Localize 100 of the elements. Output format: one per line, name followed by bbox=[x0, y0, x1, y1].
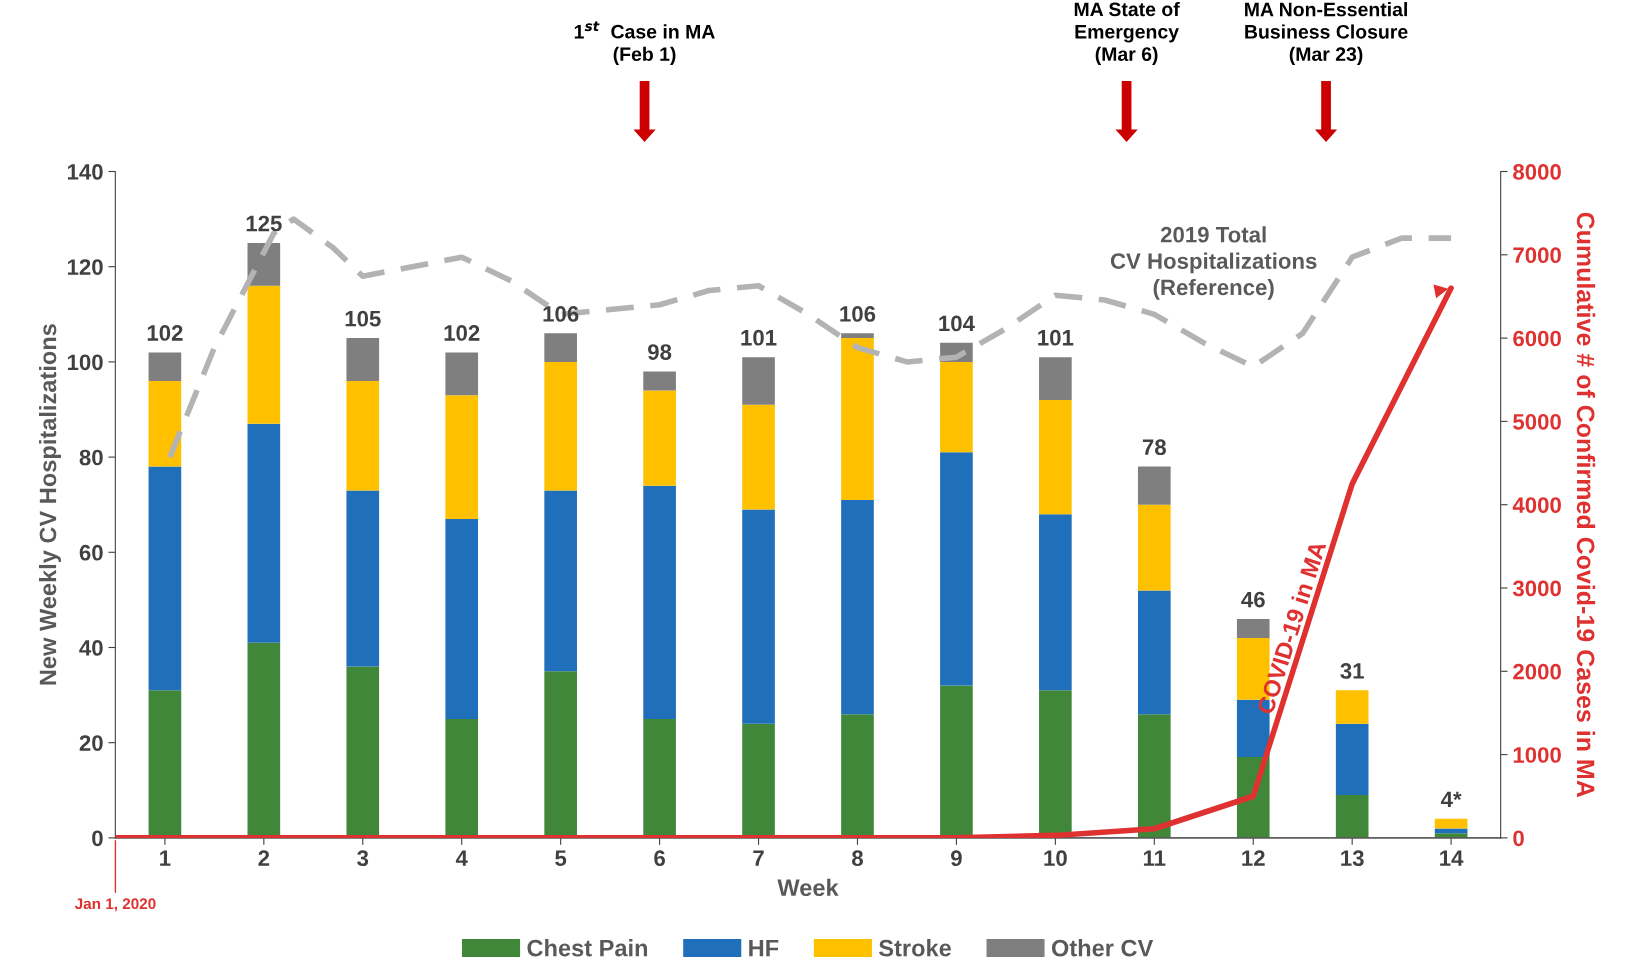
bar bbox=[742, 357, 775, 405]
x-tick-label: 14 bbox=[1440, 850, 1464, 866]
bar bbox=[1039, 514, 1072, 691]
annotation: Jan 1, 2020 bbox=[74, 898, 156, 912]
total-label: 101 bbox=[741, 329, 777, 346]
x-tick-label: 4 bbox=[455, 850, 468, 866]
y2-tick-label: 2000 bbox=[1513, 663, 1561, 680]
bar bbox=[742, 404, 775, 510]
bar bbox=[1137, 504, 1171, 591]
bar bbox=[1335, 795, 1369, 838]
x-tick-label: 6 bbox=[654, 850, 665, 867]
y-tick-label: 0 bbox=[92, 830, 103, 847]
bar bbox=[1137, 590, 1171, 715]
total-label: 46 bbox=[1241, 591, 1265, 608]
total-label: 31 bbox=[1340, 663, 1364, 679]
y2-tick-label: 6000 bbox=[1513, 330, 1561, 347]
bar bbox=[742, 509, 775, 724]
y-tick-label: 140 bbox=[67, 164, 103, 180]
bar bbox=[544, 490, 577, 672]
text: MA Non-Essential Business Closure (Mar 23) bbox=[1245, 2, 1408, 65]
x-tick-label: 5 bbox=[555, 850, 567, 867]
total-label: 106 bbox=[543, 306, 579, 322]
y2-tick-label: 1000 bbox=[1513, 747, 1561, 763]
bar bbox=[643, 485, 676, 719]
bar bbox=[841, 714, 874, 838]
x-tick-label: 7 bbox=[753, 850, 764, 866]
bar bbox=[1434, 818, 1468, 829]
x-axis-title: Week bbox=[777, 878, 839, 897]
bar bbox=[445, 352, 479, 396]
bar bbox=[1039, 399, 1072, 515]
bar bbox=[346, 666, 380, 838]
total-label: 102 bbox=[444, 325, 480, 341]
bar bbox=[346, 338, 380, 381]
bar bbox=[445, 718, 479, 838]
legend-label: Other CV bbox=[1051, 939, 1154, 957]
total-label: 101 bbox=[1038, 329, 1074, 346]
bar bbox=[247, 423, 281, 643]
y2-tick-label: 8000 bbox=[1513, 164, 1561, 180]
bar bbox=[841, 333, 874, 339]
y-tick-label: 120 bbox=[67, 259, 103, 275]
y-axis-title: New Weekly CV Hospitalizations bbox=[38, 324, 61, 685]
bar bbox=[148, 690, 182, 838]
bar bbox=[544, 671, 577, 838]
x-tick-label: 2 bbox=[258, 850, 270, 866]
y-tick-label: 20 bbox=[79, 735, 103, 751]
x-tick-label: 9 bbox=[951, 850, 962, 867]
bar bbox=[148, 466, 182, 691]
bar bbox=[643, 371, 676, 391]
legend-label: HF bbox=[749, 939, 779, 957]
bar bbox=[346, 490, 380, 667]
y2-tick-label: 7000 bbox=[1513, 247, 1561, 264]
bar bbox=[1137, 466, 1171, 505]
text: 1$^{st}$ Case in MA (Feb 1) bbox=[574, 21, 715, 65]
bar bbox=[544, 361, 577, 491]
total-label: 98 bbox=[648, 344, 672, 360]
bar bbox=[247, 642, 281, 838]
y2-tick-label: 4000 bbox=[1512, 497, 1561, 513]
legend-label: Chest Pain bbox=[527, 939, 648, 957]
x-tick-label: 1 bbox=[160, 850, 171, 866]
bar bbox=[247, 285, 281, 424]
y-tick-label: 40 bbox=[79, 640, 103, 656]
bar bbox=[841, 499, 874, 715]
bar bbox=[841, 338, 874, 500]
y2-tick-label: 5000 bbox=[1513, 413, 1561, 430]
bar bbox=[940, 685, 973, 838]
y-tick-label: 100 bbox=[67, 354, 103, 371]
bar bbox=[643, 718, 676, 838]
y2-tick-label: 3000 bbox=[1512, 580, 1561, 597]
x-tick-label: 11 bbox=[1143, 850, 1166, 866]
bar bbox=[742, 723, 775, 838]
y-tick-label: 80 bbox=[79, 449, 103, 466]
legend-label: Stroke bbox=[878, 939, 951, 957]
total-label: 125 bbox=[246, 215, 282, 232]
bar bbox=[643, 390, 676, 486]
total-label: 102 bbox=[147, 325, 183, 341]
bar bbox=[1335, 723, 1369, 796]
bar bbox=[346, 380, 380, 491]
x-tick-label: 10 bbox=[1044, 850, 1067, 867]
bar bbox=[148, 352, 182, 381]
bar bbox=[148, 380, 182, 467]
bar bbox=[445, 518, 479, 719]
bar bbox=[940, 452, 973, 686]
x-tick-label: 8 bbox=[852, 850, 863, 867]
x-tick-label: 12 bbox=[1242, 850, 1265, 866]
total-label: 105 bbox=[345, 310, 381, 327]
bar bbox=[544, 333, 577, 362]
bar bbox=[445, 395, 479, 519]
x-tick-label: 3 bbox=[357, 850, 369, 867]
y-tick-label: 60 bbox=[79, 544, 103, 561]
bar bbox=[940, 361, 973, 453]
series-label: 2019 Total CV Hospitalizations (Reference) bbox=[1110, 226, 1317, 300]
total-label: 4* bbox=[1440, 791, 1462, 808]
text: MA State of Emergency (Mar 6) bbox=[1074, 1, 1180, 65]
total-label: 106 bbox=[840, 306, 876, 322]
y2-axis-title: Cumulative # of Confirmed Covid-19 Cases in MA bbox=[1576, 212, 1596, 798]
total-label: 78 bbox=[1142, 439, 1166, 456]
bar bbox=[1335, 690, 1369, 724]
x-tick-label: 13 bbox=[1341, 850, 1364, 867]
bar bbox=[1434, 828, 1468, 834]
y2-tick-label: 0 bbox=[1513, 830, 1524, 847]
